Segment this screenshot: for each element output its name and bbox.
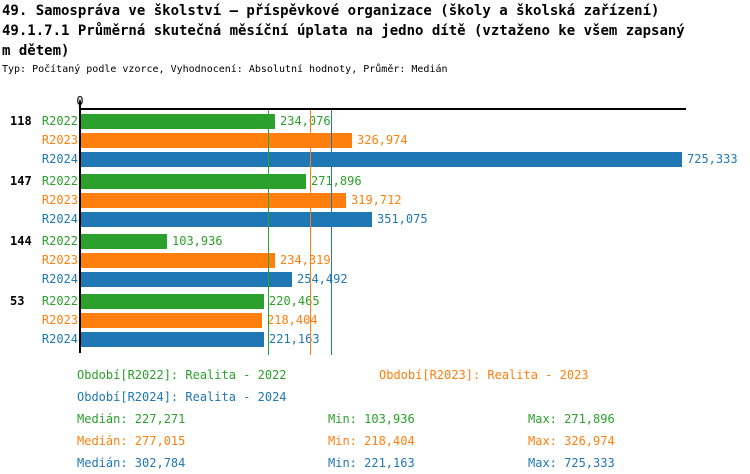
bar-147-r2023 — [81, 193, 346, 208]
bar-118-r2022 — [81, 114, 275, 129]
stat-max-r2023: Max: 326,974 — [528, 434, 615, 448]
median-line-r2024 — [331, 110, 332, 355]
series-label-r2022: R2022 — [41, 114, 78, 128]
stat-min-r2022: Min: 103,936 — [328, 412, 415, 426]
legend-item-r2023: Období[R2023]: Realita - 2023 — [379, 368, 589, 382]
stat-min-r2023: Min: 218,404 — [328, 434, 415, 448]
bar-147-r2022 — [81, 174, 306, 189]
stat-min-r2024: Min: 221,163 — [328, 456, 415, 470]
report-title-line-1: 49. Samospráva ve školství – příspěvkové… — [2, 3, 660, 19]
stat-median-r2023: Medián: 277,015 — [77, 434, 186, 448]
series-label-r2023: R2023 — [41, 313, 78, 327]
bar-value-label: 103,936 — [172, 234, 223, 248]
stat-max-r2024: Max: 725,333 — [528, 456, 615, 470]
bar-value-label: 271,896 — [311, 174, 362, 188]
stat-median-r2022: Medián: 227,271 — [77, 412, 186, 426]
bar-value-label: 326,974 — [357, 133, 408, 147]
series-label-r2023: R2023 — [41, 133, 78, 147]
median-line-r2022 — [268, 110, 269, 355]
y-axis-line — [79, 101, 81, 353]
bar-value-label: 351,075 — [377, 212, 428, 226]
stat-max-r2022: Max: 271,896 — [528, 412, 615, 426]
group-label-53: 53 — [10, 294, 25, 308]
median-line-r2023 — [310, 110, 311, 355]
report-meta-line: Typ: Počítaný podle vzorce, Vyhodnocení:… — [2, 64, 448, 75]
group-label-118: 118 — [10, 114, 32, 128]
bar-value-label: 234,076 — [280, 114, 331, 128]
bar-value-label: 218,404 — [267, 313, 318, 327]
bar-147-r2024 — [81, 212, 372, 227]
bar-value-label: 319,712 — [351, 193, 402, 207]
stat-median-r2024: Medián: 302,784 — [77, 456, 186, 470]
group-label-144: 144 — [10, 234, 32, 248]
bar-value-label: 221,163 — [269, 332, 320, 346]
series-label-r2022: R2022 — [41, 234, 78, 248]
series-label-r2022: R2022 — [41, 294, 78, 308]
bar-value-label: 220,465 — [269, 294, 320, 308]
report-title-line-2: 49.1.7.1 Průměrná skutečná měsíční úplat… — [2, 23, 685, 39]
report-title-line-3: m dětem) — [2, 43, 70, 59]
series-label-r2023: R2023 — [41, 193, 78, 207]
series-label-r2024: R2024 — [41, 152, 78, 166]
bar-144-r2022 — [81, 234, 167, 249]
group-label-147: 147 — [10, 174, 32, 188]
bar-53-r2023 — [81, 313, 262, 328]
x-axis-line — [80, 108, 686, 110]
legend-item-r2024: Období[R2024]: Realita - 2024 — [77, 390, 287, 404]
series-label-r2024: R2024 — [41, 272, 78, 286]
series-label-r2024: R2024 — [41, 212, 78, 226]
bar-144-r2023 — [81, 253, 275, 268]
bar-118-r2024 — [81, 152, 682, 167]
series-label-r2023: R2023 — [41, 253, 78, 267]
bar-118-r2023 — [81, 133, 352, 148]
bar-value-label: 254,492 — [297, 272, 348, 286]
series-label-r2024: R2024 — [41, 332, 78, 346]
bar-53-r2022 — [81, 294, 264, 309]
bar-144-r2024 — [81, 272, 292, 287]
legend-item-r2022: Období[R2022]: Realita - 2022 — [77, 368, 287, 382]
series-label-r2022: R2022 — [41, 174, 78, 188]
bar-value-label: 725,333 — [687, 152, 738, 166]
bar-value-label: 234,319 — [280, 253, 331, 267]
bar-53-r2024 — [81, 332, 264, 347]
